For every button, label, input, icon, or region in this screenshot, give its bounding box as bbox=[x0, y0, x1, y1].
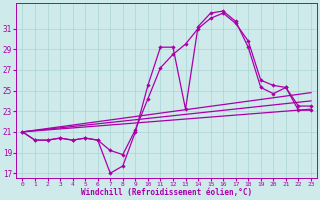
X-axis label: Windchill (Refroidissement éolien,°C): Windchill (Refroidissement éolien,°C) bbox=[81, 188, 252, 197]
